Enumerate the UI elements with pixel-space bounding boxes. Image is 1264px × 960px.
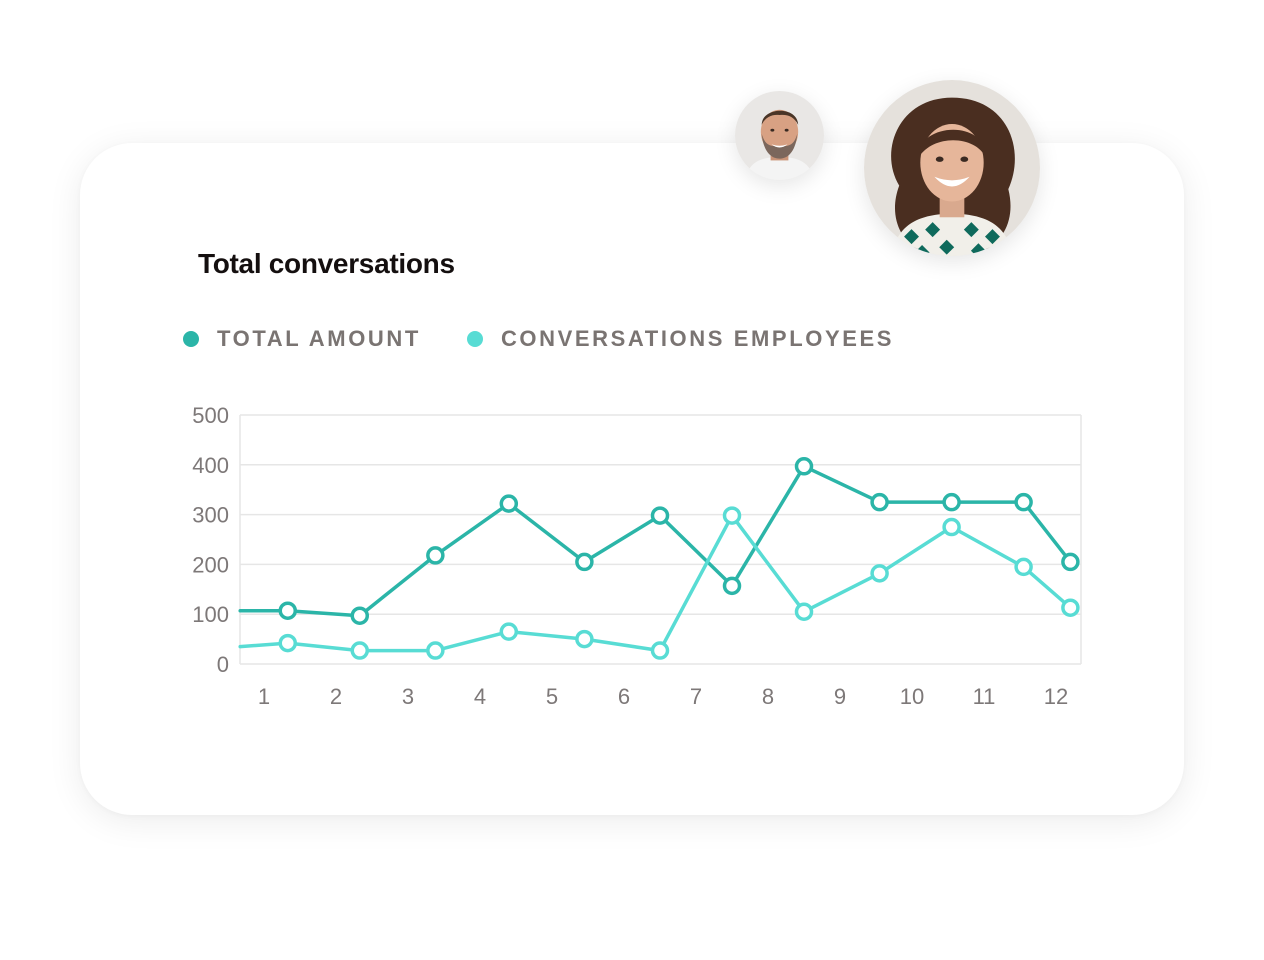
- data-point: [870, 564, 889, 583]
- x-tick-label: 8: [762, 684, 774, 709]
- series-line: [238, 464, 1073, 618]
- legend-item-total-amount[interactable]: TOTAL AMOUNT: [183, 326, 421, 352]
- chart-card: [80, 143, 1184, 815]
- y-tick-label: 200: [192, 552, 229, 577]
- data-point: [278, 633, 298, 653]
- chart-title: Total conversations: [198, 248, 455, 279]
- data-point: [575, 629, 594, 649]
- legend-item-conversations-employees[interactable]: CONVERSATIONS EMPLOYEES: [466, 326, 895, 352]
- man-avatar: [735, 91, 824, 180]
- y-tick-label: 500: [192, 403, 229, 428]
- data-point: [278, 601, 298, 620]
- data-point: [350, 606, 370, 625]
- woman-avatar: [864, 80, 1040, 256]
- person-photo-icon: [735, 91, 824, 180]
- data-point: [650, 641, 670, 660]
- legend-dot-icon: [183, 331, 199, 347]
- y-tick-label: 100: [192, 602, 229, 627]
- data-point: [1061, 598, 1080, 617]
- data-point: [722, 506, 742, 525]
- data-point: [650, 506, 670, 525]
- data-point: [499, 494, 519, 513]
- data-point: [722, 576, 742, 596]
- legend-label: TOTAL AMOUNT: [217, 326, 421, 351]
- data-point: [426, 641, 445, 660]
- data-point: [1014, 557, 1033, 577]
- data-point: [870, 492, 889, 512]
- x-tick-label: 9: [834, 684, 846, 709]
- x-tick-label: 10: [900, 684, 924, 709]
- y-tick-label: 300: [192, 503, 229, 528]
- x-tick-label: 11: [973, 684, 996, 709]
- data-point: [942, 492, 961, 512]
- x-tick-label: 2: [330, 684, 342, 709]
- data-point: [499, 622, 519, 641]
- person-photo-icon: [864, 80, 1040, 256]
- x-tick-label: 3: [402, 684, 414, 709]
- x-tick-label: 4: [474, 684, 486, 709]
- y-tick-label: 0: [217, 652, 229, 677]
- x-tick-label: 5: [546, 684, 558, 709]
- data-point: [1014, 492, 1033, 512]
- data-point: [350, 641, 370, 660]
- data-point: [942, 517, 961, 537]
- y-tick-label: 400: [192, 453, 229, 478]
- data-point: [794, 602, 814, 621]
- data-point: [794, 457, 814, 476]
- series-line: [238, 513, 1073, 653]
- data-point: [575, 552, 594, 572]
- data-point: [1061, 552, 1080, 572]
- chart-legend: TOTAL AMOUNT CONVERSATIONS EMPLOYEES: [183, 326, 940, 352]
- legend-label: CONVERSATIONS EMPLOYEES: [500, 326, 895, 351]
- x-tick-label: 12: [1044, 684, 1068, 709]
- legend-dot-icon: [466, 331, 483, 347]
- x-tick-label: 7: [690, 684, 702, 709]
- data-point: [426, 546, 445, 565]
- x-tick-label: 6: [618, 684, 630, 709]
- x-tick-label: 1: [258, 684, 270, 709]
